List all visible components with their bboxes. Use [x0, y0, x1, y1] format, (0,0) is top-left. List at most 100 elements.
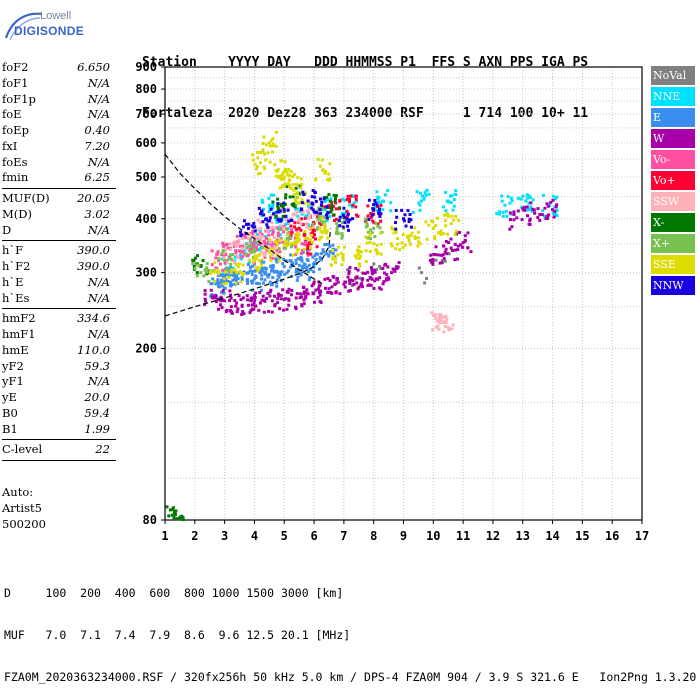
echo-point-vo- — [379, 203, 383, 207]
echo-point-e — [328, 249, 332, 253]
echo-point-w — [257, 308, 261, 312]
echo-point-sse — [265, 143, 269, 147]
legend-item-nnw: NNW — [651, 276, 695, 295]
data-point-sse — [258, 161, 262, 165]
data-point-e — [235, 274, 239, 278]
echo-point-nne — [267, 209, 271, 213]
echo-point-ssw — [438, 321, 442, 325]
echo-point-nne — [304, 214, 308, 218]
echo-point-nne — [233, 255, 237, 259]
echo-point-e — [294, 270, 298, 274]
echo-point-sse — [340, 263, 344, 267]
param-value: N/A — [87, 327, 110, 341]
echo-point-sse — [237, 262, 241, 266]
echo-point-sse — [443, 219, 447, 223]
echo-point-e — [251, 288, 255, 292]
echo-point-w — [521, 207, 525, 211]
echo-point-w — [314, 288, 318, 292]
param-row: foE N/A — [2, 107, 116, 123]
echo-point-x- — [249, 251, 253, 255]
echo-point-nnw — [310, 206, 314, 210]
param-value: 6.650 — [77, 60, 110, 74]
data-point-nnw — [345, 217, 349, 221]
echo-point-ssw — [436, 324, 440, 328]
echo-point-w — [268, 294, 272, 298]
param-value: N/A — [87, 91, 110, 106]
echo-point-nne — [261, 200, 265, 204]
echo-point-vo- — [327, 204, 331, 208]
echo-point-w — [219, 303, 223, 307]
echo-point-vo- — [254, 246, 258, 250]
echo-point-nne — [427, 192, 431, 196]
echo-point-vo- — [275, 248, 279, 252]
echo-point-sse — [255, 151, 259, 155]
echo-point-e — [242, 270, 246, 274]
echo-point-nnw — [247, 222, 251, 226]
echo-point-nne — [258, 229, 262, 233]
echo-point-w — [510, 225, 514, 229]
param-row: hmF1 N/A — [2, 327, 116, 343]
data-point-sse — [303, 236, 307, 240]
echo-point-ssw — [445, 317, 449, 321]
echo-point-x- — [282, 209, 286, 213]
param-row: B1 1.99 — [2, 422, 116, 438]
echo-point-vo- — [345, 214, 349, 218]
echo-point-vo- — [376, 222, 380, 226]
echo-point-ssw — [222, 256, 226, 260]
data-point-w — [449, 246, 453, 250]
echo-point-nne — [527, 201, 531, 205]
echo-point-nne — [375, 190, 379, 194]
echo-point-e — [321, 248, 325, 252]
echo-point-vo- — [354, 194, 358, 198]
echo-point-sse — [295, 191, 299, 195]
echo-point-sse — [431, 220, 435, 224]
echo-point-sse — [234, 262, 238, 266]
echo-point-w — [376, 277, 380, 281]
echo-point-x- — [229, 253, 233, 257]
echo-point-sse — [375, 243, 379, 247]
echo-point-nne — [500, 194, 504, 198]
echo-point-ssw — [264, 251, 268, 255]
echo-point-sse — [317, 238, 321, 242]
echo-point-vo- — [366, 204, 370, 208]
echo-point-nne — [247, 246, 251, 250]
echo-point-x- — [374, 221, 378, 225]
echo-point-nnw — [367, 217, 371, 221]
echo-point-sse — [354, 256, 358, 260]
echo-point-w — [294, 307, 298, 311]
echo-point-sse — [331, 248, 335, 252]
echo-point-x- — [221, 250, 225, 254]
echo-point-w — [253, 293, 257, 297]
echo-point-ssw — [434, 313, 438, 317]
echo-point-sse — [271, 137, 275, 141]
echo-point-nne — [296, 214, 300, 218]
echo-point-e — [245, 271, 249, 275]
echo-point-sse — [453, 232, 457, 236]
echo-point-nnw — [404, 224, 408, 228]
echo-point-nne — [541, 193, 545, 197]
echo-point-x- — [205, 261, 209, 265]
echo-point-nnw — [275, 210, 279, 214]
echo-point-sse — [375, 249, 379, 253]
legend-item-x-: X- — [651, 213, 695, 232]
echo-point-e — [246, 281, 250, 285]
data-point-sse — [276, 168, 280, 172]
echo-point-vo- — [347, 198, 351, 202]
echo-point-nne — [529, 195, 533, 199]
data-point-x- — [372, 226, 376, 230]
echo-point-nne — [275, 220, 279, 224]
echo-point-e — [299, 273, 303, 277]
legend-item-w: W — [651, 129, 695, 148]
echo-point-w — [214, 293, 218, 297]
echo-point-sse — [450, 214, 454, 218]
echo-point-sse — [268, 250, 272, 254]
echo-point-vo- — [276, 231, 280, 235]
echo-point-w — [382, 280, 386, 284]
echo-point-nne — [528, 207, 532, 211]
echo-point-nnw — [378, 214, 382, 218]
echo-point-w — [378, 286, 382, 290]
param-label: hmF2 — [2, 311, 36, 326]
echo-point-x- — [336, 231, 340, 235]
echo-point-w — [254, 304, 258, 308]
echo-point-nne — [521, 194, 525, 198]
